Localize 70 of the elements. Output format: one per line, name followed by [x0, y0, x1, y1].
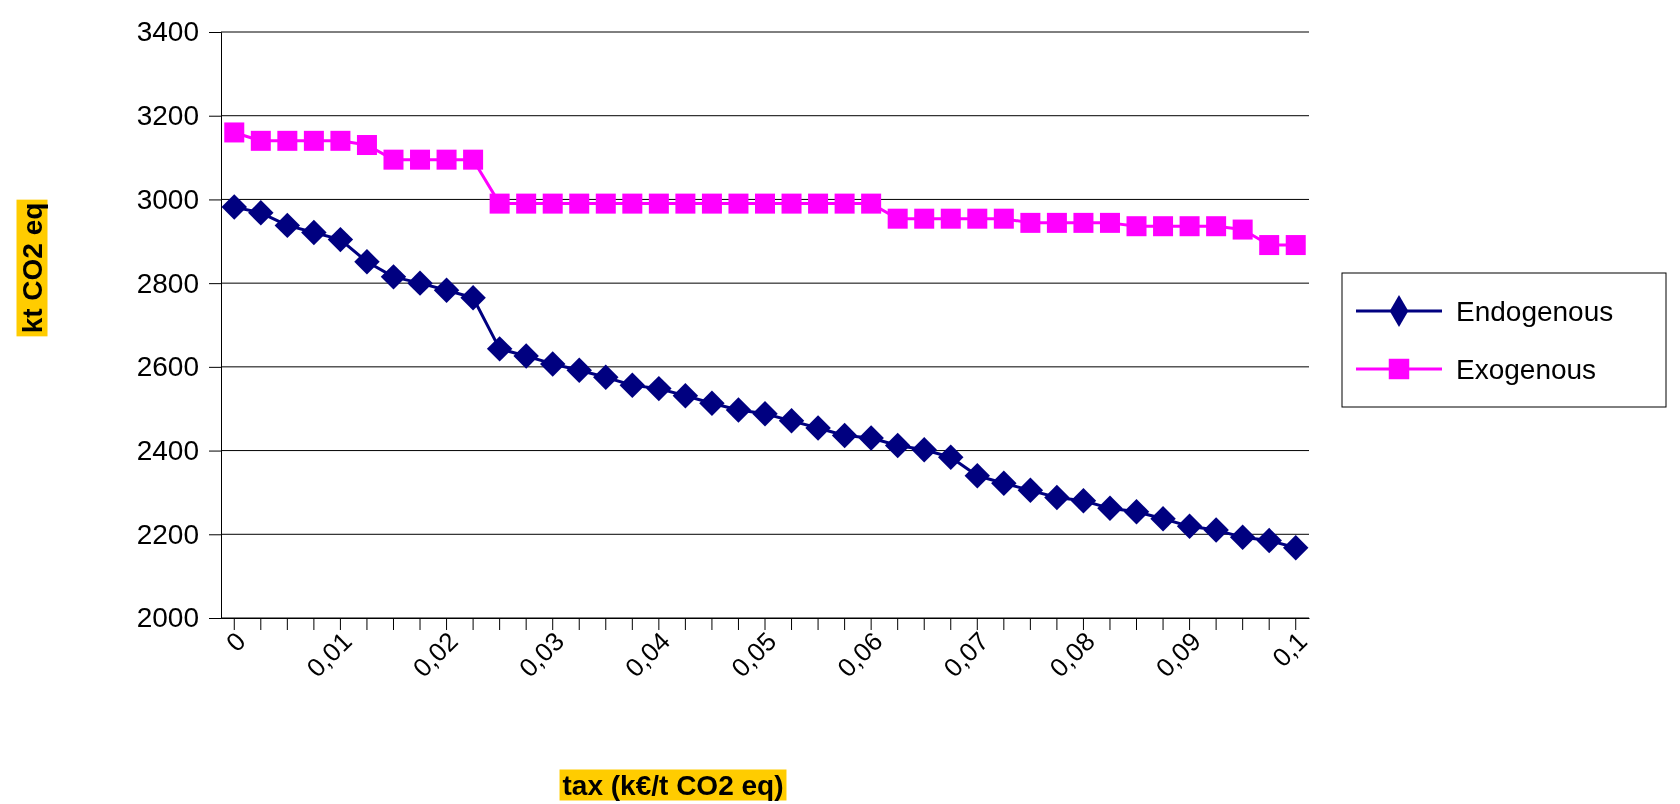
x-tick-label: 0,08	[1043, 626, 1101, 683]
point	[940, 208, 961, 229]
point	[436, 149, 457, 170]
y-tick-label: 2400	[136, 435, 199, 467]
y-tick-label: 2800	[136, 267, 199, 299]
point	[993, 208, 1014, 229]
point	[1179, 216, 1200, 237]
y-axis-title: kt CO2 eq	[16, 202, 48, 334]
point	[516, 193, 537, 214]
point	[808, 193, 829, 214]
point	[248, 200, 274, 226]
point	[542, 193, 563, 214]
point	[250, 130, 271, 151]
point	[1099, 212, 1120, 233]
point	[356, 135, 377, 156]
point	[938, 444, 964, 470]
point	[1073, 212, 1094, 233]
point	[224, 122, 245, 143]
point	[781, 193, 802, 214]
x-tick-label: 0,06	[831, 626, 889, 683]
y-tick-label: 3400	[136, 16, 199, 48]
point	[569, 193, 590, 214]
point	[410, 149, 431, 170]
x-tick-label: 0,04	[619, 626, 677, 683]
x-axis-title: tax (k€/t CO2 eq)	[562, 769, 784, 801]
point	[861, 193, 882, 214]
x-tick-label: 0,03	[512, 626, 570, 683]
point	[622, 193, 643, 214]
point	[463, 149, 484, 170]
legend-label: Endogenous	[1456, 295, 1614, 327]
point	[967, 208, 988, 229]
point	[834, 193, 855, 214]
point	[1126, 216, 1147, 237]
point	[675, 193, 696, 214]
point	[513, 343, 539, 369]
y-tick-label: 2600	[136, 351, 199, 383]
y-tick-label: 3200	[136, 100, 199, 132]
point	[728, 193, 749, 214]
x-tick-label: 0,02	[406, 626, 464, 683]
point	[701, 193, 722, 214]
point	[1020, 212, 1041, 233]
point	[593, 364, 619, 391]
point	[489, 193, 510, 214]
y-tick-label: 3000	[136, 183, 199, 215]
x-tick-label: 0,1	[1266, 626, 1313, 673]
point	[914, 208, 935, 229]
point	[648, 193, 669, 214]
x-tick-label: 0,09	[1149, 626, 1207, 683]
point	[1153, 216, 1174, 237]
point	[1232, 219, 1253, 240]
point	[1046, 212, 1067, 233]
point	[1285, 235, 1306, 256]
point	[460, 285, 486, 311]
x-tick-label: 0,01	[300, 626, 358, 683]
x-tick-label: 0,05	[725, 626, 783, 683]
point	[595, 193, 616, 214]
x-tick-label: 0	[220, 626, 252, 658]
y-tick-label: 2200	[136, 518, 199, 550]
point	[383, 149, 404, 170]
point	[1206, 216, 1227, 237]
legend-label: Exogenous	[1456, 353, 1597, 385]
point	[1259, 235, 1280, 256]
point	[354, 249, 380, 275]
point	[887, 208, 908, 229]
point	[330, 130, 351, 151]
point	[1150, 506, 1176, 532]
point	[277, 130, 298, 151]
y-tick-label: 2000	[136, 602, 199, 634]
point	[303, 130, 324, 151]
point	[755, 193, 775, 214]
